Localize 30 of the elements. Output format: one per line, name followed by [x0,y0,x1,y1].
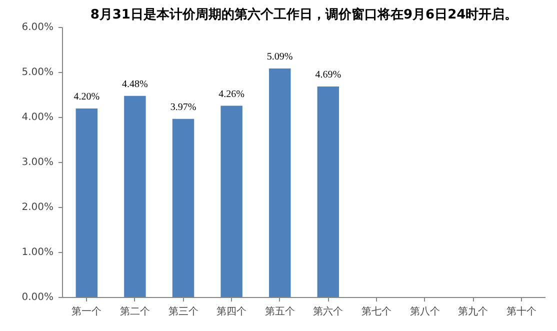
x-tick-label: 第八个 [410,306,440,318]
bar [268,68,291,298]
x-tick-label: 第十个 [506,306,536,318]
bar [220,106,242,298]
bar [76,108,98,298]
data-label: 4.26% [218,88,244,100]
bar [317,86,340,298]
bar [172,118,194,298]
x-tick-label: 第四个 [216,306,247,318]
data-label: 4.48% [122,78,148,90]
y-tick-label: 2.00% [22,202,54,213]
x-tick-label: 第七个 [361,306,392,318]
y-tick-label: 5.00% [22,67,54,78]
chart-title: 8月31日是本计价周期的第六个工作日，调价窗口将在9月6日24时开启。 [90,6,518,22]
y-tick-label: 6.00% [22,22,54,33]
y-tick-label: 1.00% [22,247,54,258]
x-tick-label: 第九个 [458,306,488,318]
y-tick-label: 3.00% [22,157,54,168]
data-label: 3.97% [170,102,196,113]
x-tick-label: 第二个 [120,306,150,318]
data-label: 4.69% [315,69,342,80]
y-tick-label: 4.00% [22,112,54,123]
data-label: 4.20% [74,92,100,102]
y-tick-label: 0.00% [22,292,54,303]
bar [124,96,146,298]
x-tick-label: 第五个 [264,306,295,318]
x-tick-label: 第六个 [313,306,344,318]
data-label: 5.09% [266,51,293,62]
x-tick-label: 第一个 [72,306,102,318]
x-tick-label: 第三个 [168,306,198,318]
